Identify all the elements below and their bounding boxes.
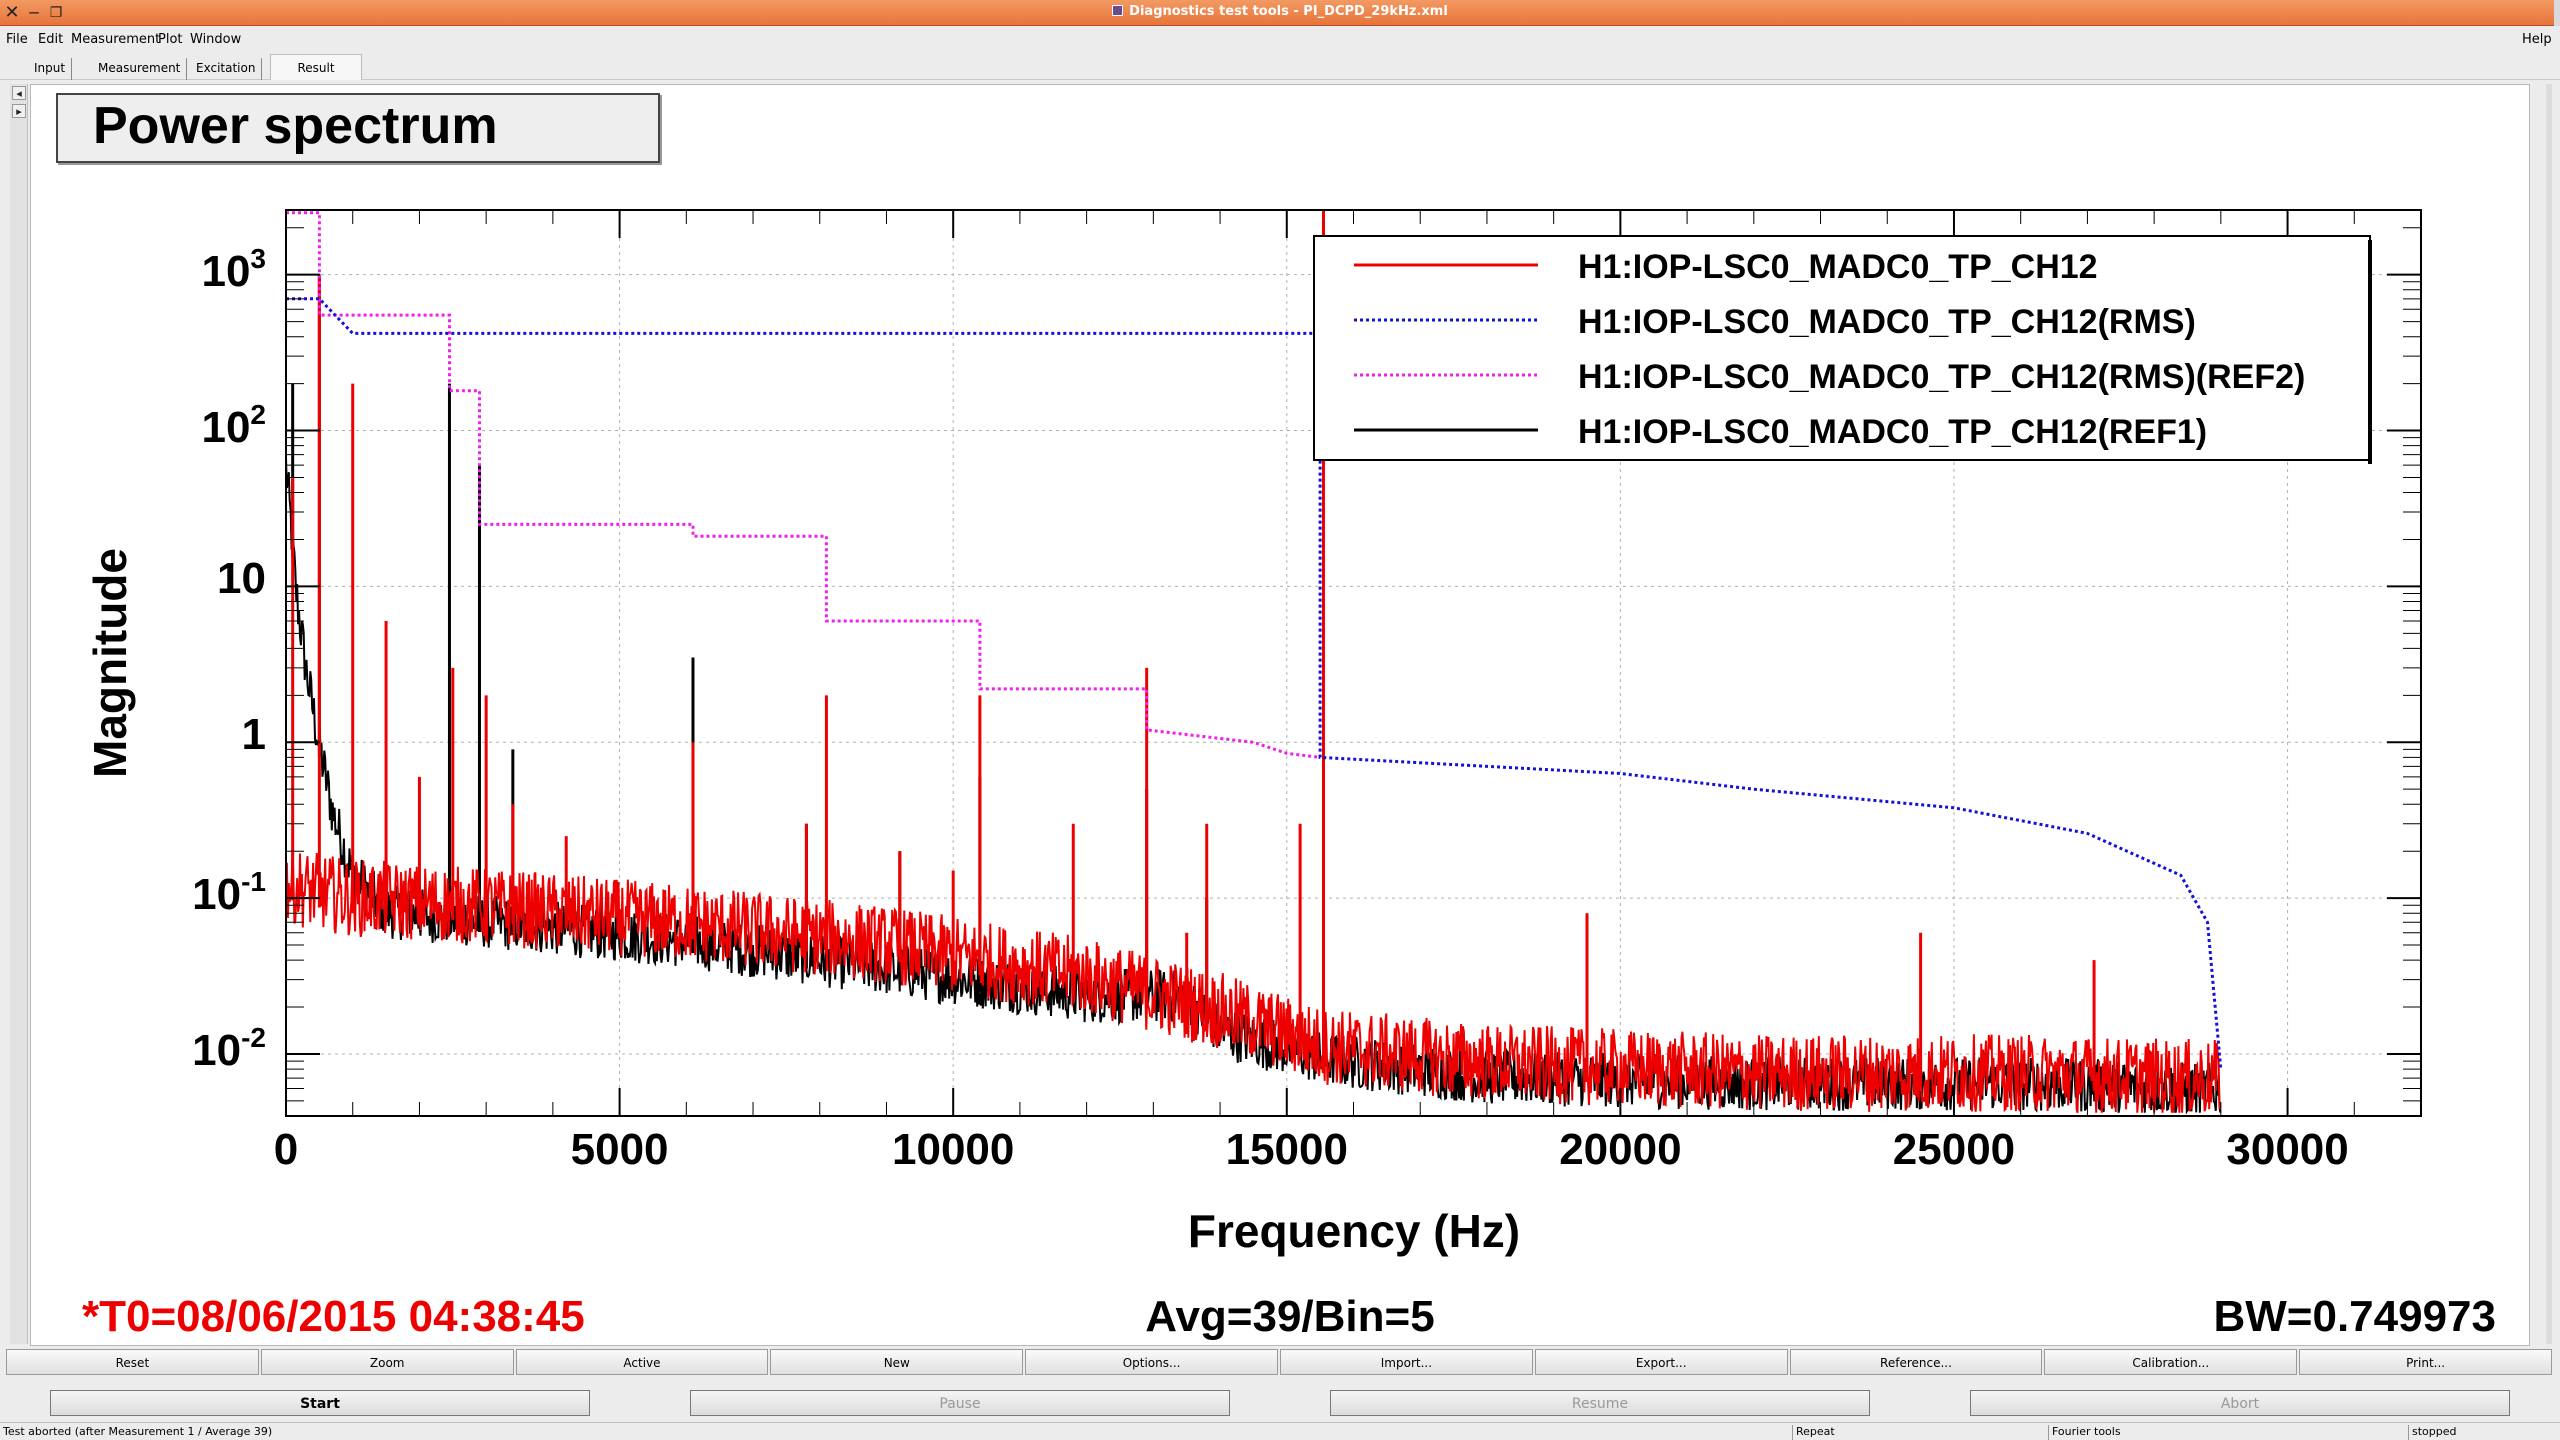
titlebar-edge [2554, 0, 2560, 26]
minimize-window-icon[interactable]: ‒ [28, 2, 40, 23]
plot-ticks [285, 210, 2421, 1117]
legend-label: H1:IOP-LSC0_MADC0_TP_CH12(RMS)(REF2) [1578, 358, 2305, 396]
scroll-left-icon[interactable]: ◂ [12, 86, 26, 100]
maximize-window-icon[interactable]: ❐ [49, 5, 63, 21]
legend: H1:IOP-LSC0_MADC0_TP_CH12 H1:IOP-LSC0_MAD… [1313, 235, 2372, 464]
x-axis-label: Frequency (Hz) [1188, 1205, 1520, 1257]
plot-control-bar: Reset Zoom Active New Options... Import... Exp… [6, 1349, 2554, 1377]
window-title: Diagnostics test tools - PI_DCPD_29kHz.x… [0, 4, 2560, 19]
app-icon [1112, 5, 1124, 16]
x-tick-label: 10000 [892, 1125, 1014, 1174]
tab-bar: Input Measurement Excitation Result [0, 52, 2560, 80]
y-tick-label: 10-1 [192, 866, 266, 920]
resume-button[interactable]: Resume [1330, 1390, 1870, 1416]
x-tick-label: 0 [274, 1125, 298, 1174]
y-tick-label: 10 [217, 554, 266, 604]
new-button[interactable]: New [770, 1349, 1024, 1375]
plot-title: Power spectrum [93, 97, 498, 155]
ch12-series-noise [285, 846, 2221, 1113]
y-tick-label: 10-2 [192, 1021, 266, 1075]
bandwidth-info: BW=0.749973 [2213, 1292, 2496, 1341]
menu-file[interactable]: File [6, 32, 28, 47]
x-tick-label: 20000 [1559, 1125, 1681, 1174]
tab-measurement[interactable]: Measurement [92, 58, 188, 80]
tab-input[interactable]: Input [28, 58, 73, 80]
ref1-series-noise [285, 458, 2222, 1115]
plot-title-box [56, 93, 660, 163]
close-window-icon[interactable]: ✕ [4, 2, 20, 23]
right-border [2546, 84, 2552, 1344]
menu-edit[interactable]: Edit [38, 32, 64, 47]
reset-button[interactable]: Reset [6, 1349, 259, 1375]
x-tick-labels: 0 5000 10000 15000 20000 25000 30000 [274, 1125, 2349, 1174]
legend-label: H1:IOP-LSC0_MADC0_TP_CH12 [1578, 248, 2098, 286]
status-tool: Fourier tools [2048, 1425, 2408, 1440]
rms-series [286, 297, 2223, 1070]
plot-series [285, 210, 2223, 1115]
calibration-button[interactable]: Calibration... [2044, 1349, 2298, 1375]
window-title-text: Diagnostics test tools - PI_DCPD_29kHz.x… [1129, 4, 1448, 19]
status-repeat: Repeat [1792, 1425, 2048, 1440]
status-state: stopped [2408, 1425, 2560, 1440]
legend-label: H1:IOP-LSC0_MADC0_TP_CH12(RMS) [1578, 303, 2196, 341]
x-tick-label: 15000 [1226, 1125, 1348, 1174]
x-tick-label: 30000 [2226, 1125, 2348, 1174]
reference-button[interactable]: Reference... [1789, 1349, 2043, 1375]
status-message: Test aborted (after Measurement 1 / Aver… [3, 1425, 273, 1438]
y-axis-label: Magnitude [84, 548, 136, 778]
window-titlebar: ✕ ‒ ❐ Diagnostics test tools - PI_DCPD_2… [0, 0, 2560, 26]
x-tick-label: 25000 [1893, 1125, 2015, 1174]
run-control-bar: Start Pause Resume Abort [0, 1388, 2560, 1422]
pause-button[interactable]: Pause [690, 1390, 1230, 1416]
t0-timestamp: *T0=08/06/2015 04:38:45 [82, 1292, 585, 1341]
menu-help[interactable]: Help [2522, 32, 2552, 47]
x-tick-label: 5000 [571, 1125, 669, 1174]
tab-result[interactable]: Result [270, 54, 362, 80]
plot-pad-scroller[interactable]: ◂ ▸ [10, 84, 28, 1344]
print-button[interactable]: Print... [2299, 1349, 2552, 1375]
status-bar: Test aborted (after Measurement 1 / Aver… [0, 1422, 2560, 1440]
menu-bar: File Edit Measurement Plot Window Help [0, 27, 2560, 51]
menu-window[interactable]: Window [190, 32, 242, 47]
legend-box [1313, 235, 2371, 461]
scroll-right-icon[interactable]: ▸ [12, 104, 26, 118]
y-tick-label: 103 [201, 242, 266, 296]
y-tick-label: 1 [241, 710, 266, 760]
legend-entries: H1:IOP-LSC0_MADC0_TP_CH12 H1:IOP-LSC0_MAD… [1354, 248, 2305, 451]
rms-ref2-series [286, 211, 1321, 759]
y-tick-label: 102 [201, 398, 266, 452]
menu-plot[interactable]: Plot [158, 32, 183, 47]
import-button[interactable]: Import... [1280, 1349, 1533, 1375]
averages-info: Avg=39/Bin=5 [1145, 1292, 1434, 1341]
start-button[interactable]: Start [50, 1390, 590, 1416]
options-button[interactable]: Options... [1025, 1349, 1278, 1375]
menu-measurement[interactable]: Measurement [71, 32, 161, 47]
active-button[interactable]: Active [515, 1349, 769, 1375]
legend-label: H1:IOP-LSC0_MADC0_TP_CH12(REF1) [1578, 413, 2207, 451]
export-button[interactable]: Export... [1534, 1349, 1788, 1375]
zoom-button[interactable]: Zoom [260, 1349, 514, 1375]
tab-excitation[interactable]: Excitation [190, 58, 263, 80]
abort-button[interactable]: Abort [1970, 1390, 2510, 1416]
